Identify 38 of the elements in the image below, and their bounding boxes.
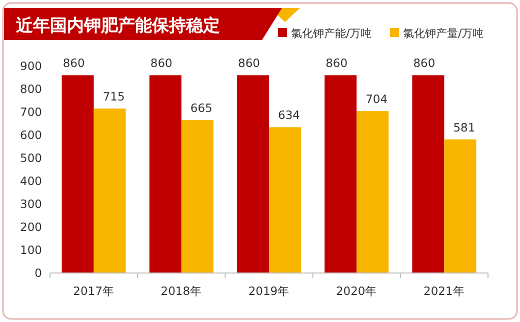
x-tick-label: 2018年 [160,284,202,298]
y-tick-label: 800 [20,82,42,96]
data-label: 860 [326,56,348,70]
data-label: 860 [150,56,172,70]
chart-title: 近年国内钾肥产能保持稳定 [15,16,220,36]
bar [62,75,94,273]
y-tick-label: 700 [20,105,42,119]
bar [412,75,444,273]
bar [269,127,301,273]
bar [149,75,182,273]
x-tick-label: 2019年 [248,284,290,298]
x-tick-label: 2020年 [336,284,378,298]
bar [444,139,476,273]
data-label: 860 [62,56,85,70]
data-label: 715 [102,90,125,104]
data-label: 665 [190,101,212,116]
y-tick-label: 500 [20,151,42,165]
bar [324,75,357,273]
bar [94,108,126,273]
data-label: 860 [238,56,260,70]
legend-label: 氯化钾产能/万吨 [291,27,372,40]
y-tick-label: 100 [20,243,42,257]
y-tick-label: 600 [20,128,42,142]
x-tick-label: 2017年 [73,284,114,298]
y-tick-label: 200 [20,220,42,234]
y-tick-label: 300 [20,197,42,211]
bar [181,120,214,273]
bar [356,111,389,273]
y-tick-label: 900 [20,59,42,73]
data-label: 860 [413,56,436,70]
y-tick-label: 0 [34,266,42,280]
bar [237,75,269,273]
y-tick-label: 400 [20,174,42,188]
legend-label: 氯化钾产量/万吨 [403,27,484,40]
x-tick-label: 2021年 [424,284,465,298]
data-label: 581 [453,120,476,134]
data-label: 704 [366,92,388,106]
data-label: 634 [278,108,300,122]
